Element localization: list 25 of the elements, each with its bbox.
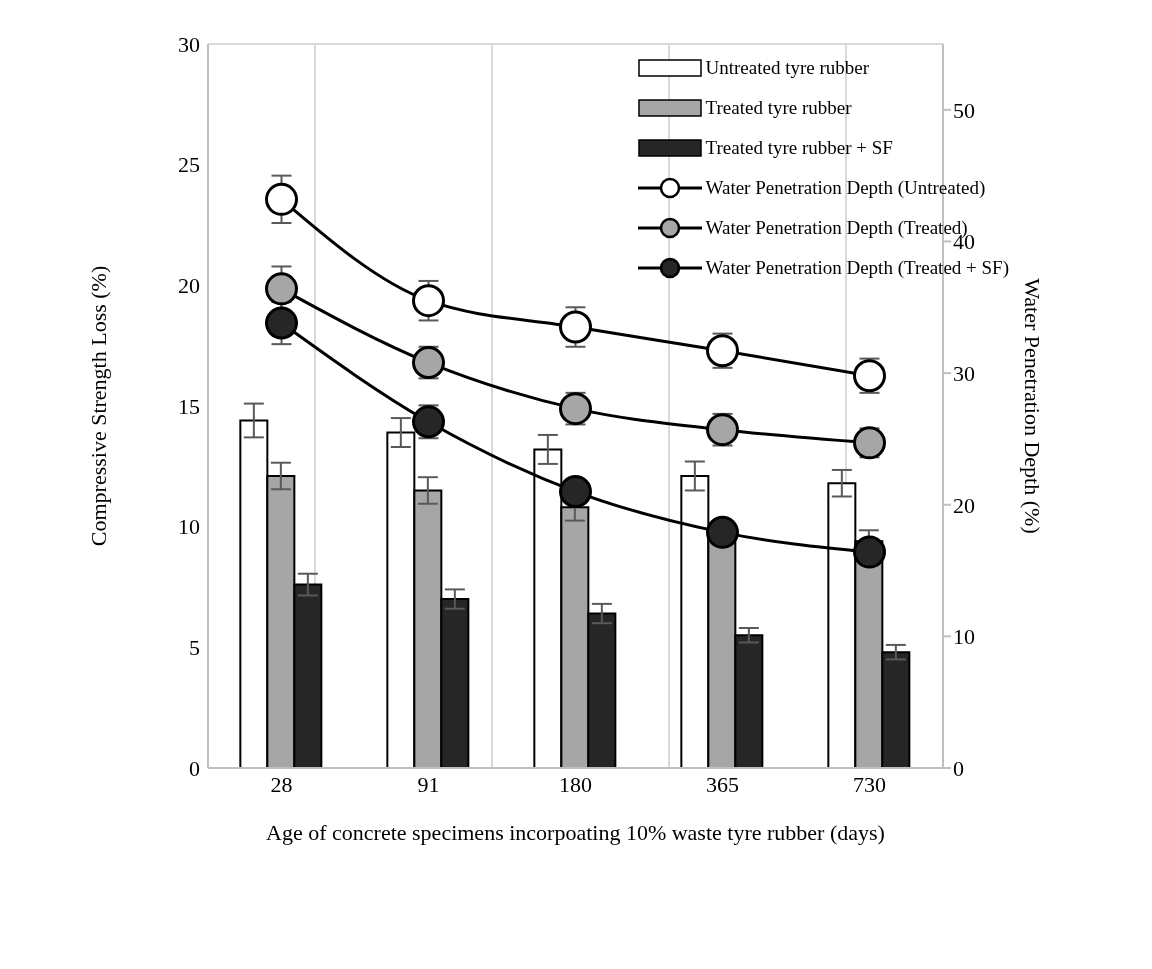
y2-tick-label: 10 bbox=[953, 624, 975, 650]
x-tick-label: 91 bbox=[417, 771, 440, 797]
y-axis-title: Compressive Strength Loss (%) bbox=[85, 265, 111, 547]
y-tick-label: 10 bbox=[178, 514, 200, 540]
x-tick-label: 365 bbox=[706, 771, 739, 797]
x-axis-title: Age of concrete specimens incorpoating 10% waste tyre rubber (days) bbox=[266, 820, 885, 845]
legend-label: Treated tyre rubber bbox=[705, 97, 852, 119]
y2-tick-label: 0 bbox=[953, 755, 964, 781]
y2-tick-label: 30 bbox=[953, 360, 975, 386]
x-tick-label: 180 bbox=[559, 771, 592, 797]
legend-label: Untreated tyre rubber bbox=[705, 57, 870, 79]
y-tick-label: 5 bbox=[189, 635, 200, 661]
y-tick-label: 0 bbox=[189, 755, 200, 781]
y-tick-label: 25 bbox=[178, 152, 200, 178]
y-tick-label: 20 bbox=[178, 273, 200, 299]
y2-tick-label: 20 bbox=[953, 492, 975, 518]
legend-label: Water Penetration Depth (Treated + SF) bbox=[705, 257, 1009, 279]
y-tick-label: 30 bbox=[178, 31, 200, 57]
legend-label: Water Penetration Depth (Untreated) bbox=[705, 177, 986, 199]
legend-label: Treated tyre rubber + SF bbox=[705, 137, 893, 159]
x-tick-label: 28 bbox=[270, 771, 293, 797]
y2-tick-label: 50 bbox=[953, 97, 975, 123]
y-tick-label: 15 bbox=[178, 393, 200, 419]
x-tick-label: 730 bbox=[853, 771, 886, 797]
y2-axis-title: Water Penetration Depth (%) bbox=[1020, 278, 1046, 534]
